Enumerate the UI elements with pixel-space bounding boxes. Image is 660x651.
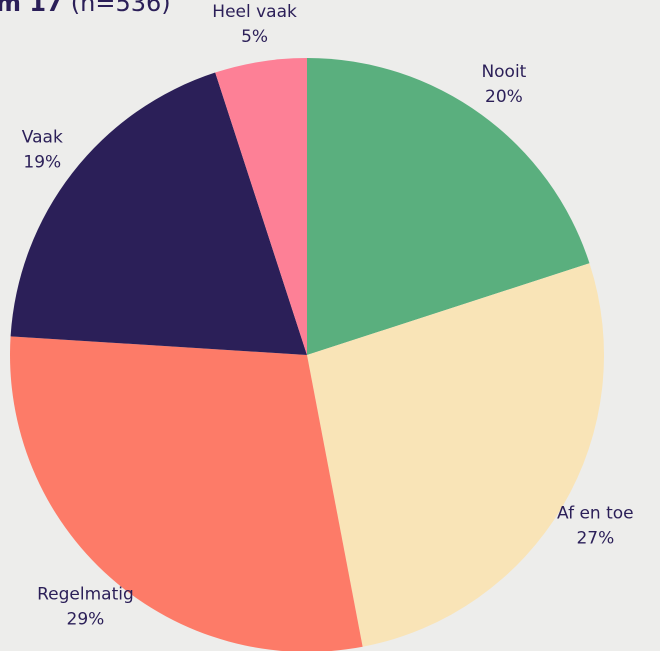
slice-value-label: 19% xyxy=(23,153,61,173)
slice-value-label: 29% xyxy=(67,609,105,629)
slice-label: Vaak xyxy=(22,128,63,148)
slice-label: Heel vaak xyxy=(212,2,297,22)
pie-slice xyxy=(215,58,307,355)
slice-label: Nooit xyxy=(481,62,526,82)
pie-slice xyxy=(307,58,590,355)
slice-label: Regelmatig xyxy=(37,584,134,604)
subtitle: (n=536) xyxy=(71,0,171,17)
pie-slice xyxy=(10,336,363,651)
slice-label: Af en toe xyxy=(557,504,634,524)
chart-title: m 17 (n=536) xyxy=(0,0,171,17)
title: m 17 xyxy=(0,0,63,17)
slice-value-label: 20% xyxy=(485,87,523,107)
pie-slice xyxy=(307,263,605,647)
pie-slice xyxy=(10,72,308,355)
slice-value-label: 27% xyxy=(576,529,614,549)
slice-value-label: 5% xyxy=(241,27,268,47)
